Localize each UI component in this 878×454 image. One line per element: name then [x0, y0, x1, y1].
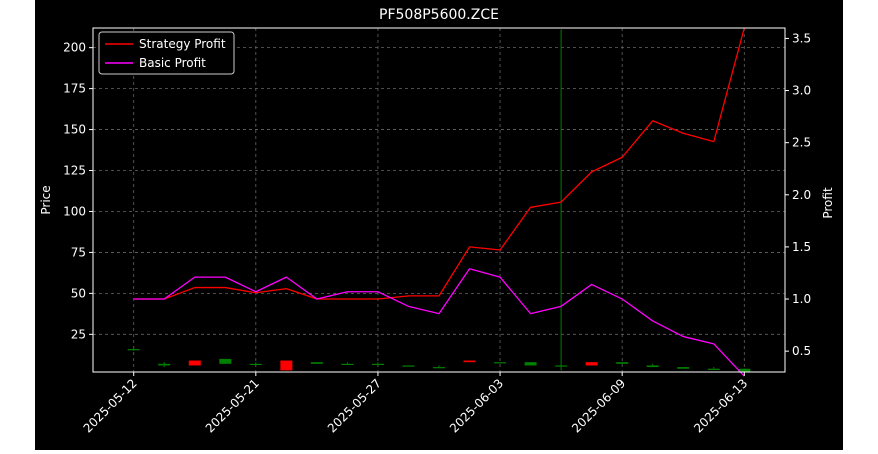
candle-body: [371, 363, 384, 366]
candle-body: [707, 368, 720, 370]
legend: Strategy Profit Basic Profit: [98, 31, 235, 75]
right-tick-label: 2.5: [792, 136, 811, 150]
candle-body: [494, 362, 507, 364]
y-axis-label-right: Profit: [821, 187, 835, 219]
plot-frame: [92, 27, 786, 373]
candle-body: [158, 363, 171, 366]
candle-body: [341, 363, 354, 366]
chart-title: PF508P5600.ZCE: [379, 7, 499, 23]
candle-body: [738, 368, 751, 372]
lines-group: [133, 27, 745, 377]
candle-body: [280, 360, 293, 371]
left-tick-label: 150: [63, 123, 86, 137]
left-tick-label: 175: [63, 82, 86, 96]
right-tick-label: 2.0: [792, 188, 811, 202]
candle-body: [433, 367, 445, 369]
candle-body: [463, 360, 476, 363]
right-tick-label: 1.0: [792, 292, 811, 306]
left-tick-label: 75: [71, 245, 86, 259]
left-tick-label: 125: [63, 164, 86, 178]
grid-lines: [93, 28, 785, 372]
left-tick-label: 50: [71, 286, 86, 300]
candle-body: [402, 365, 415, 367]
candle-body: [310, 362, 323, 364]
candle-body: [524, 362, 537, 366]
left-tick-label: 100: [63, 204, 86, 218]
x-tick-label: 2025-05-12: [81, 376, 140, 435]
candle-body: [585, 362, 598, 366]
candle-body: [219, 358, 232, 364]
right-tick-label: 0.5: [792, 344, 811, 358]
candle-body: [677, 367, 690, 369]
candle-body: [616, 362, 629, 364]
right-tick-label: 3.0: [792, 84, 811, 98]
x-axis: 2025-05-12 2025-05-21 2025-05-27 2025-06-03…: [81, 372, 750, 435]
candle-body: [249, 363, 262, 366]
x-tick-label: 2025-05-21: [203, 376, 262, 435]
left-tick-label: 200: [63, 41, 86, 55]
y-axis-label-left: Price: [39, 185, 53, 214]
candle-body: [646, 365, 659, 368]
right-tick-label: 3.5: [792, 31, 811, 45]
right-axis: 0.5 1.0 1.5 2.0 2.5 3.0 3.5: [785, 31, 811, 358]
series-line-basic-profit: [133, 268, 745, 377]
candle-body: [555, 365, 568, 367]
chart-svg: 25 50 75 100 125 150 175 200 0.5 1.0 1.5 2.0 2.5 3.0…: [39, 7, 835, 435]
candle-body: [127, 349, 140, 351]
x-tick-label: 2025-05-27: [325, 376, 384, 435]
figure: 25 50 75 100 125 150 175 200 0.5 1.0 1.5 2.0 2.5 3.0…: [35, 0, 843, 450]
x-tick-label: 2025-06-13: [691, 376, 750, 435]
left-axis: 25 50 75 100 125 150 175 200: [63, 41, 93, 341]
x-tick-label: 2025-06-03: [447, 376, 506, 435]
candle-body: [188, 360, 201, 366]
legend-label-strategy: Strategy Profit: [139, 37, 226, 51]
series-line-strategy-profit: [133, 27, 745, 300]
left-tick-label: 25: [71, 327, 86, 341]
candles-group: [127, 29, 751, 372]
right-tick-label: 1.5: [792, 240, 811, 254]
legend-label-basic: Basic Profit: [139, 56, 206, 70]
x-tick-label: 2025-06-09: [569, 376, 628, 435]
